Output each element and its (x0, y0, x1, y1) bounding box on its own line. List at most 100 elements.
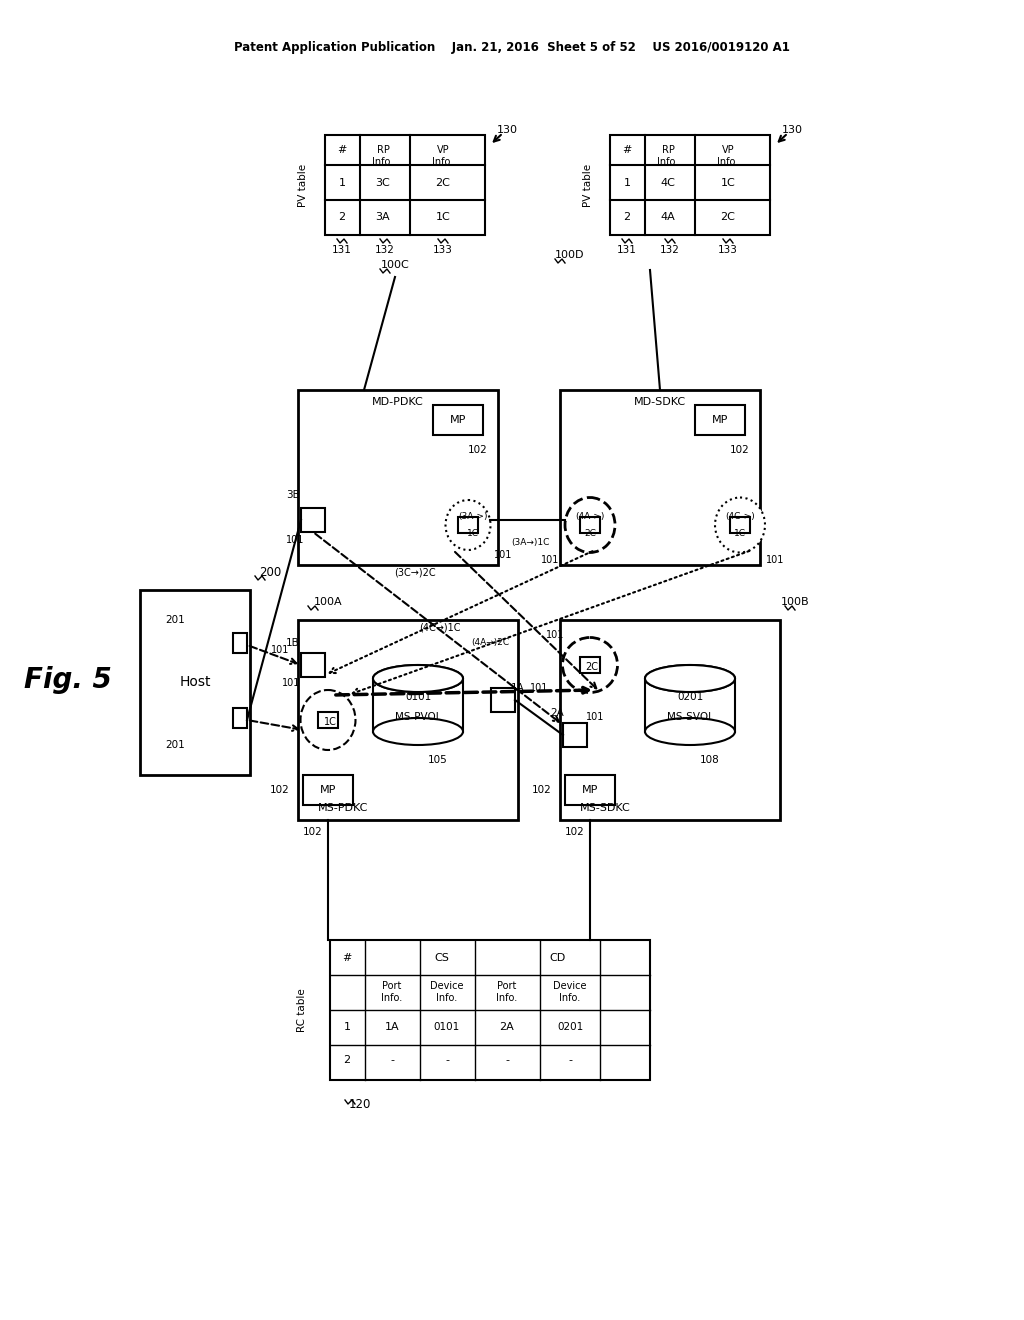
Text: 101: 101 (766, 554, 784, 565)
Text: #: # (342, 953, 351, 964)
Ellipse shape (373, 665, 463, 692)
Bar (303, 775, 353, 805)
Text: 4A: 4A (660, 213, 676, 222)
Bar (301, 508, 325, 532)
Text: (4C→)1C: (4C→)1C (419, 623, 461, 632)
Text: MD-SDKC: MD-SDKC (634, 397, 686, 407)
Text: 131: 131 (617, 246, 637, 255)
Text: MS-PVOL: MS-PVOL (394, 711, 441, 722)
Ellipse shape (373, 665, 463, 692)
Text: MP: MP (450, 414, 466, 425)
Text: 2C: 2C (435, 178, 451, 187)
Text: 2C: 2C (721, 213, 735, 222)
Text: 100A: 100A (313, 597, 342, 607)
Text: 133: 133 (433, 246, 453, 255)
Text: (3A→)1C: (3A→)1C (511, 539, 549, 546)
Text: 1C: 1C (435, 213, 451, 222)
Text: 102: 102 (730, 445, 750, 455)
Text: 100D: 100D (555, 249, 585, 260)
Text: #: # (623, 145, 632, 154)
Bar (490, 688, 515, 711)
Text: RP
Info.: RP Info. (373, 145, 393, 166)
Text: 2: 2 (339, 213, 345, 222)
Text: RC table: RC table (297, 989, 307, 1032)
Text: Port
Info.: Port Info. (381, 981, 402, 1003)
Bar (580, 517, 600, 533)
Text: MP: MP (582, 785, 598, 795)
Ellipse shape (300, 690, 355, 750)
Ellipse shape (565, 498, 615, 553)
Text: 201: 201 (165, 741, 185, 750)
Text: 102: 102 (303, 828, 323, 837)
Text: 120: 120 (349, 1098, 371, 1111)
Text: PV table: PV table (298, 164, 308, 206)
Text: 101: 101 (282, 678, 300, 688)
Text: 130: 130 (497, 125, 517, 135)
Text: 1A: 1A (385, 1022, 399, 1032)
Ellipse shape (645, 718, 735, 744)
Text: 2: 2 (343, 1055, 350, 1065)
Text: 102: 102 (565, 828, 585, 837)
Bar (301, 653, 325, 677)
Text: 1C: 1C (721, 178, 735, 187)
Text: 0101: 0101 (404, 692, 431, 702)
Text: Host: Host (179, 675, 211, 689)
Bar (318, 711, 338, 729)
Bar (373, 678, 463, 731)
Text: 102: 102 (532, 785, 552, 795)
Text: MS-SVOL: MS-SVOL (667, 711, 714, 722)
Text: 100C: 100C (381, 260, 410, 271)
Text: Fig. 5: Fig. 5 (25, 667, 112, 694)
Ellipse shape (645, 665, 735, 692)
Text: -: - (505, 1055, 509, 1065)
Ellipse shape (645, 665, 735, 692)
Text: #: # (337, 145, 347, 154)
Text: (4C->): (4C->) (725, 512, 755, 521)
Bar (565, 775, 615, 805)
Bar (233, 708, 247, 729)
Text: 0201: 0201 (557, 1022, 583, 1032)
Text: 1A: 1A (511, 682, 525, 693)
Bar (560, 620, 780, 820)
Text: VP
Info.: VP Info. (718, 145, 738, 166)
Text: CS: CS (434, 953, 450, 964)
Ellipse shape (445, 500, 490, 550)
Text: 108: 108 (700, 755, 720, 766)
Bar (330, 940, 650, 1080)
Text: 1C: 1C (467, 528, 479, 537)
Text: (4A->): (4A->) (575, 512, 605, 521)
Text: (4A→)2C: (4A→)2C (471, 638, 509, 647)
Bar (458, 517, 478, 533)
Text: 2C: 2C (584, 528, 596, 537)
Text: 100B: 100B (780, 597, 809, 607)
Bar (433, 405, 483, 436)
Text: 1: 1 (339, 178, 345, 187)
Text: 1: 1 (343, 1022, 350, 1032)
Text: 4C: 4C (660, 178, 676, 187)
Text: -: - (390, 1055, 394, 1065)
Text: 200: 200 (259, 565, 282, 578)
Text: 101: 101 (529, 682, 548, 693)
Bar (610, 135, 770, 235)
Bar (580, 657, 600, 673)
Text: 132: 132 (660, 246, 680, 255)
Text: 1: 1 (624, 178, 631, 187)
Text: 2A: 2A (550, 708, 564, 718)
Bar (298, 620, 518, 820)
Text: 2A: 2A (500, 1022, 514, 1032)
Bar (645, 678, 735, 731)
Text: 105: 105 (428, 755, 447, 766)
Bar (695, 405, 745, 436)
Text: PV table: PV table (583, 164, 593, 206)
Text: 1C: 1C (734, 528, 746, 537)
Text: 2C: 2C (586, 663, 598, 672)
Text: Port
Info.: Port Info. (497, 981, 517, 1003)
Text: -: - (445, 1055, 449, 1065)
Text: 0201: 0201 (677, 692, 703, 702)
Bar (298, 389, 498, 565)
Text: CD: CD (549, 953, 565, 964)
Text: 130: 130 (781, 125, 803, 135)
Text: 101: 101 (286, 535, 304, 545)
Text: 2: 2 (624, 213, 631, 222)
Text: MD-PDKC: MD-PDKC (372, 397, 424, 407)
